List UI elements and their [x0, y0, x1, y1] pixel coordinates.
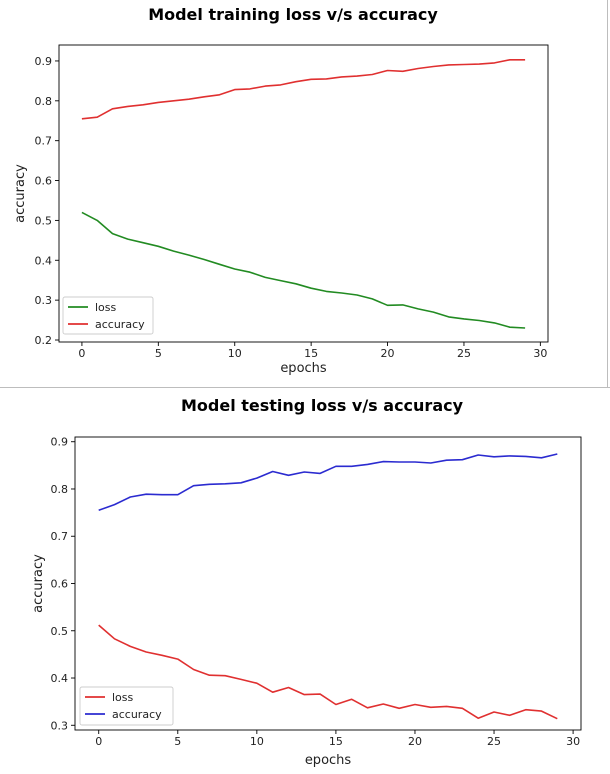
x-tick-label: 5 [155, 347, 162, 360]
y-tick-label: 0.8 [35, 95, 53, 108]
x-tick-label: 0 [95, 735, 102, 748]
x-tick-label: 15 [304, 347, 318, 360]
testing-chart: Model testing loss v/s accuracy 0 5 10 15 20 2… [31, 396, 582, 768]
series-line-loss [81, 211, 526, 329]
x-tick-label: 10 [228, 347, 242, 360]
y-tick-label: 0.7 [51, 530, 69, 543]
panel-border-right [607, 0, 608, 388]
legend-label-accuracy: accuracy [112, 708, 162, 721]
x-axis-label: epochs [305, 753, 352, 768]
x-tick-label: 30 [566, 735, 580, 748]
y-tick-label: 0.6 [51, 578, 69, 591]
y-tick-label: 0.4 [35, 254, 53, 267]
x-tick-label: 10 [250, 735, 264, 748]
chart-title: Model testing loss v/s accuracy [181, 396, 464, 415]
plot-area-frame [74, 436, 582, 731]
x-tick-label: 20 [381, 347, 395, 360]
training-chart: Model training loss v/s accuracy 0 5 10 15 20… [13, 5, 549, 376]
x-tick-label: 20 [408, 735, 422, 748]
series-line-accuracy [81, 58, 526, 120]
y-tick-label: 0.9 [35, 55, 53, 68]
training-chart-panel: Model training loss v/s accuracy 0 5 10 15 20… [13, 5, 549, 376]
plot-area-frame [58, 44, 549, 343]
x-tick-label: 5 [174, 735, 181, 748]
testing-chart-panel: Model testing loss v/s accuracy 0 5 10 15 20 2… [0, 390, 610, 770]
y-tick-label: 0.9 [51, 436, 69, 449]
legend-label-accuracy: accuracy [95, 318, 145, 331]
legend-label-loss: loss [112, 691, 134, 704]
y-tick-label: 0.8 [51, 483, 69, 496]
chart-title: Model training loss v/s accuracy [148, 5, 438, 24]
y-tick-label: 0.2 [35, 334, 53, 347]
x-tick-label: 0 [78, 347, 85, 360]
x-tick-label: 25 [457, 347, 471, 360]
x-tick-label: 25 [487, 735, 501, 748]
y-tick-label: 0.5 [51, 625, 69, 638]
y-tick-label: 0.3 [51, 719, 69, 732]
y-tick-label: 0.6 [35, 175, 53, 188]
series-line-loss [98, 624, 558, 720]
y-tick-label: 0.5 [35, 214, 53, 227]
y-axis-label: accuracy [31, 554, 46, 613]
y-tick-label: 0.7 [35, 135, 53, 148]
y-tick-label: 0.4 [51, 672, 69, 685]
panel-divider [0, 387, 610, 388]
y-tick-label: 0.3 [35, 294, 53, 307]
series-line-accuracy [98, 453, 558, 512]
legend-label-loss: loss [95, 301, 117, 314]
x-axis-label: epochs [280, 361, 327, 376]
x-tick-label: 30 [533, 347, 547, 360]
y-axis-label: accuracy [13, 164, 28, 223]
x-tick-label: 15 [329, 735, 343, 748]
